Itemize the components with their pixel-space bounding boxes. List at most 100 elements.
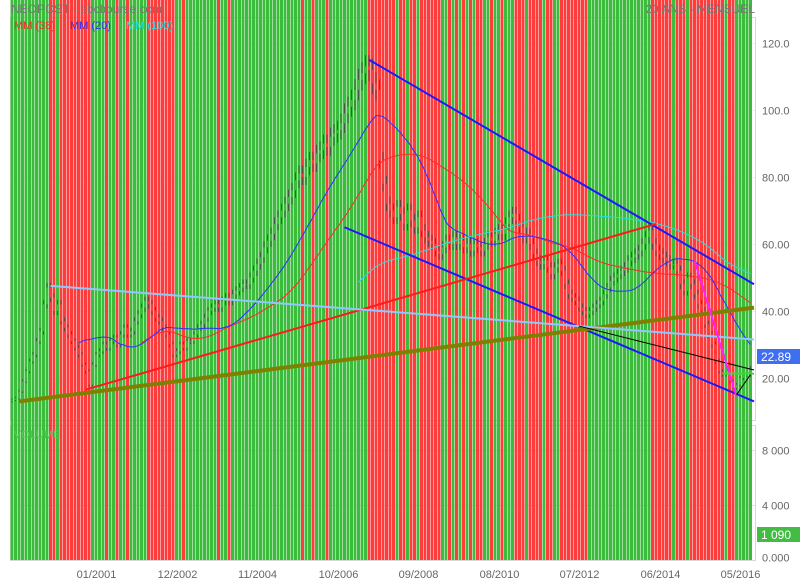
volume-bar: [168, 0, 171, 560]
volume-bar: [217, 0, 220, 560]
volume-bar: [45, 0, 49, 560]
volume-bar: [70, 0, 73, 560]
candle-body: [668, 260, 672, 265]
candle-body: [598, 300, 602, 305]
last-price-badge: [757, 349, 800, 364]
candle-body: [255, 264, 259, 271]
candle-body: [308, 160, 311, 167]
candle-body: [647, 230, 651, 238]
x-tick-label: 08/2010: [480, 569, 520, 580]
volume-bar: [262, 0, 266, 560]
candle-body: [707, 324, 710, 335]
candle-body: [584, 311, 588, 315]
candle-body: [588, 311, 591, 315]
volume-bar: [280, 0, 283, 560]
volume-bar: [549, 0, 553, 560]
volume-bar: [182, 0, 185, 560]
candle-body: [126, 327, 129, 335]
volume-bar: [91, 0, 94, 560]
volume-bar: [437, 0, 441, 560]
candle-body: [427, 237, 430, 241]
trend-line-red-support: [85, 222, 657, 391]
candle-body: [266, 240, 269, 248]
candle-body: [290, 190, 294, 198]
candle-body: [703, 311, 707, 325]
candle-body: [630, 257, 633, 261]
candle-body: [483, 244, 486, 251]
volume-bar: [381, 0, 385, 560]
volume-bar: [577, 0, 581, 560]
volume-bar: [203, 0, 206, 560]
volume-bar: [451, 0, 455, 560]
volume-bar: [231, 0, 234, 560]
candle-body: [339, 123, 343, 131]
volume-bar: [385, 0, 388, 560]
candle-body: [413, 220, 416, 228]
volume-bar: [63, 0, 66, 560]
candle-body: [311, 160, 315, 164]
candle-body: [528, 233, 532, 244]
volume-bar: [308, 0, 311, 560]
candle-body: [24, 371, 28, 382]
candle-body: [742, 374, 745, 378]
candle-body: [182, 344, 185, 348]
volume-bar: [322, 0, 325, 560]
x-tick-label: 01/2001: [77, 569, 117, 580]
volume-bar: [157, 0, 161, 560]
candle-body: [189, 341, 192, 343]
volume-bar: [353, 0, 357, 560]
volume-bar: [528, 0, 532, 560]
candle-body: [332, 133, 336, 137]
volume-bar: [332, 0, 336, 560]
candle-body: [462, 240, 465, 248]
volume-bar: [598, 0, 602, 560]
candle-body: [399, 207, 402, 214]
volume-bar: [196, 0, 199, 560]
candle-body: [269, 233, 273, 241]
volume-bar: [717, 0, 721, 560]
candle-body: [364, 66, 367, 74]
candle-body: [259, 257, 262, 265]
candle-body: [35, 341, 38, 355]
trend-lines: [18, 58, 755, 404]
volume-bar: [703, 0, 707, 560]
volume-bar: [255, 0, 259, 560]
volume-bar: [234, 0, 238, 560]
volume-bar: [724, 0, 728, 560]
trend-line-black-short: [736, 374, 751, 396]
candle-body: [507, 217, 511, 224]
volume-bar: [497, 0, 500, 560]
candle-body: [297, 173, 301, 181]
volume-bar: [651, 0, 654, 560]
candle-body: [738, 378, 742, 385]
chart-period: 20 ANS - MENSUEL: [646, 2, 756, 16]
candle-body: [14, 398, 17, 400]
candle-body: [147, 300, 150, 305]
volume-bar: [672, 0, 675, 560]
volume-bar: [10, 0, 14, 560]
candle-body: [675, 264, 679, 271]
price-tick-label: 40.00: [762, 307, 790, 319]
volume-bar: [98, 0, 101, 560]
volume-bar: [395, 0, 399, 560]
candle-body: [273, 223, 276, 234]
volume-bar: [133, 0, 136, 560]
volume-bar: [31, 0, 35, 560]
volume-bar: [59, 0, 63, 560]
candle-body: [105, 344, 108, 348]
trend-line-black-line: [578, 325, 755, 371]
candle-body: [329, 136, 332, 147]
candle-body: [108, 341, 112, 348]
candle-body: [644, 237, 647, 244]
candle-body: [546, 260, 549, 268]
volume-bar: [731, 0, 735, 560]
candle-body: [441, 247, 444, 255]
volume-bar: [668, 0, 672, 560]
candle-body: [49, 287, 52, 298]
candle-body: [745, 374, 749, 376]
volume-bar: [154, 0, 157, 560]
candle-body: [388, 203, 392, 211]
candle-body: [633, 254, 637, 258]
volume-bar: [364, 0, 367, 560]
candle-body: [70, 334, 73, 342]
